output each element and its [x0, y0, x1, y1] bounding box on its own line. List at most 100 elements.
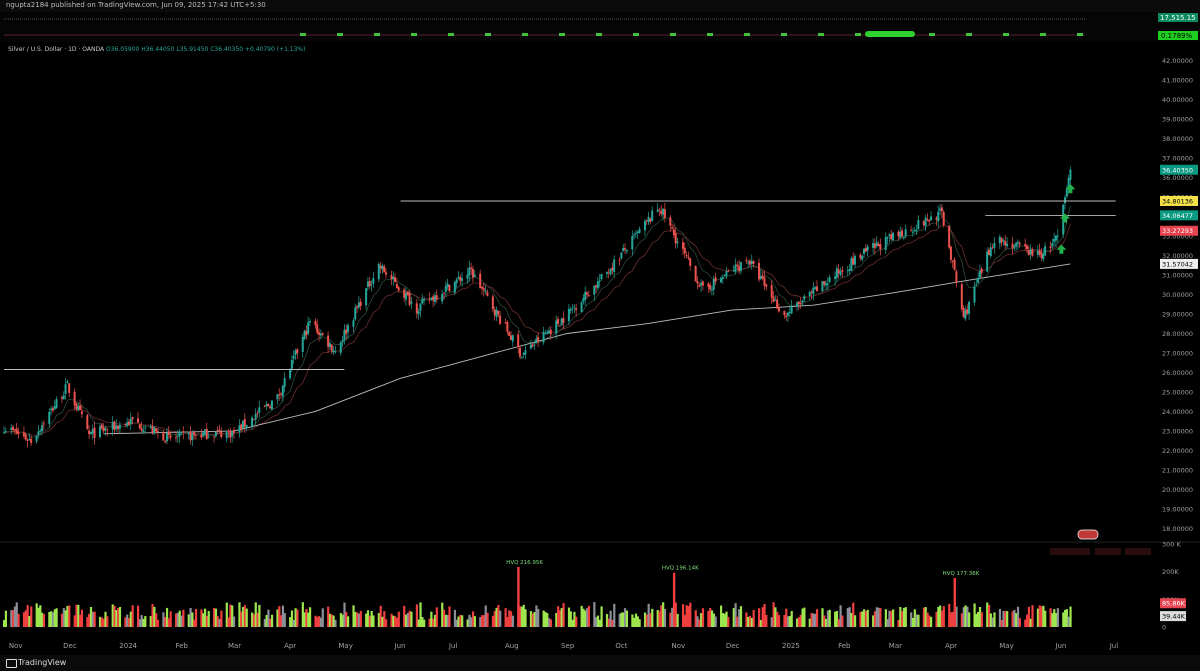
volume-bar	[547, 618, 551, 627]
volume-bar	[104, 611, 107, 627]
volume-bar	[747, 616, 750, 627]
candle-body	[442, 292, 445, 294]
volume-bar	[922, 607, 925, 627]
volume-bar	[385, 619, 388, 627]
flag-icon[interactable]	[1077, 529, 1099, 540]
volume-bar	[712, 613, 715, 627]
volume-bar	[495, 607, 498, 627]
candle-body	[182, 431, 185, 433]
volume-bar	[966, 606, 969, 627]
candle-body	[48, 411, 51, 424]
volume-bar	[745, 612, 748, 627]
volume-bar	[562, 603, 565, 627]
candle-body	[328, 343, 331, 348]
y-tick-label: 28.00000	[1162, 330, 1193, 338]
candle-body	[352, 320, 355, 327]
volume-bar	[442, 609, 446, 627]
volume-bar	[245, 608, 248, 627]
volume-bar	[683, 614, 686, 627]
volume-bar	[394, 616, 397, 627]
volume-bar	[643, 612, 647, 627]
tradingview-logo-icon	[6, 659, 17, 668]
candle-body	[580, 302, 583, 313]
candle-body	[207, 436, 210, 438]
candle-body	[126, 422, 129, 427]
candle-body	[649, 218, 652, 222]
candle-body	[457, 277, 460, 279]
volume-bar	[681, 604, 685, 627]
candle-body	[392, 276, 395, 280]
volume-bar	[714, 616, 717, 627]
candle-body	[928, 220, 931, 222]
volume-bar	[428, 618, 431, 627]
volume-tag	[1160, 598, 1186, 609]
volume-bar	[902, 607, 906, 627]
x-tick-label: Feb	[175, 642, 188, 650]
candle-body	[519, 347, 522, 357]
candle-body	[37, 431, 40, 436]
volume-bar	[30, 606, 33, 627]
candle-body	[410, 301, 413, 304]
volume-bar	[403, 605, 406, 627]
legend-low: L35.91450	[176, 46, 210, 53]
volume-bar	[1053, 609, 1056, 627]
candle-body	[676, 241, 679, 244]
volume-bar	[509, 611, 513, 627]
candle-body	[609, 269, 612, 275]
volume-bar	[191, 612, 194, 627]
candle-body	[347, 325, 350, 332]
indicator-dot	[1003, 33, 1009, 36]
volume-bar	[535, 605, 538, 627]
candle-body	[774, 299, 777, 301]
volume-bar	[156, 619, 160, 627]
candle-body	[430, 297, 433, 300]
volume-bar	[455, 619, 458, 627]
volume-bar	[370, 610, 373, 627]
candle-body	[904, 229, 907, 237]
candle-body	[377, 263, 380, 280]
candle-body	[759, 276, 762, 280]
volume-bar	[803, 607, 806, 627]
volume-bar	[687, 606, 690, 627]
candle-body	[796, 302, 799, 307]
volume-bar	[446, 614, 449, 627]
candle-body	[625, 249, 628, 252]
volume-bar	[558, 610, 562, 627]
volume-bar	[1025, 614, 1029, 627]
volume-bar	[365, 613, 368, 627]
volume-bar	[875, 607, 878, 627]
candle-body	[30, 438, 33, 444]
volume-bar	[685, 605, 688, 627]
candle-body	[1002, 240, 1005, 242]
candle-body	[595, 285, 598, 288]
y-tick-label: 38.00000	[1162, 135, 1193, 143]
candle-body	[51, 408, 54, 411]
volume-bar	[520, 606, 524, 627]
volume-bar	[504, 608, 507, 627]
volume-bar	[542, 610, 545, 627]
price-tag-label: 33.27293	[1162, 227, 1193, 235]
candle-body	[978, 270, 981, 278]
buy-arrow-icon	[1060, 213, 1071, 223]
candle-body	[213, 436, 216, 438]
candle-body	[1000, 238, 1003, 243]
candle-body	[278, 394, 281, 396]
volume-bar	[189, 607, 192, 627]
volume-bar	[395, 617, 399, 627]
volume-bar	[182, 609, 185, 627]
volume-bar	[897, 619, 900, 627]
price-chart[interactable]: 17,515.15 0.1789% Silver / U.S. Dollar · 1…	[0, 0, 1200, 655]
candle-body	[127, 421, 130, 426]
volume-bar	[899, 606, 902, 627]
volume-bar	[332, 615, 335, 627]
candle-body	[1054, 235, 1057, 241]
volume-stat-badge	[1125, 548, 1151, 555]
volume-bar	[24, 610, 27, 627]
candle-body	[727, 271, 730, 272]
candle-body	[546, 332, 549, 334]
candle-body	[522, 353, 525, 355]
footer-brand[interactable]: TradingView	[18, 658, 67, 667]
x-tick-label: Dec	[63, 642, 77, 650]
candle-body	[877, 243, 880, 246]
volume-bar	[12, 609, 15, 627]
